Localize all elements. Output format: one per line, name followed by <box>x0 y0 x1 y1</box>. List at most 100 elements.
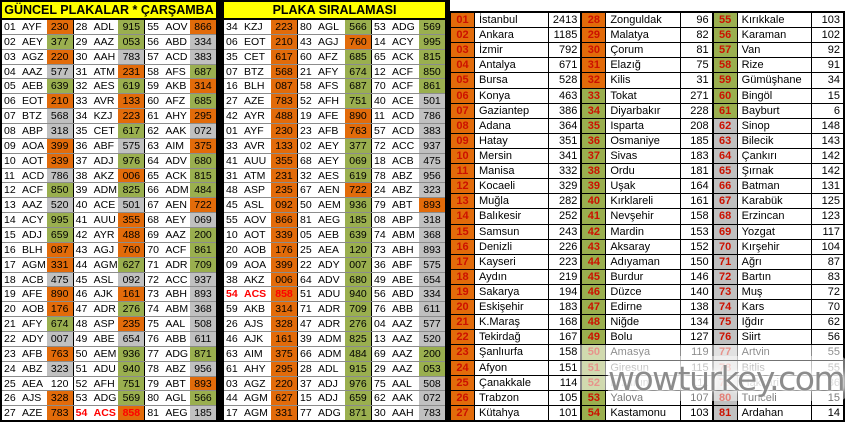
plate-number: 276 <box>118 302 145 317</box>
city-name: İstanbul <box>475 13 550 28</box>
plate-city-code: 56 <box>147 35 160 48</box>
plate-letters: AKZ <box>93 169 115 182</box>
plate-city-code: 38 <box>75 169 88 182</box>
city-count: 146 <box>690 270 709 283</box>
plate-number: 508 <box>419 376 445 391</box>
plate-entry: 47 ADR 276 <box>297 317 371 332</box>
city-rank-badge: 58 <box>713 58 738 73</box>
plate-number: 210 <box>46 94 73 109</box>
plate-letters: ADY <box>318 258 340 271</box>
city-name: Amasya <box>606 345 681 360</box>
plate-entry: 43 AGJ 760 <box>297 34 371 49</box>
city-count: 82 <box>696 29 709 42</box>
city-rank-badge: 49 <box>582 330 607 345</box>
plate-entry: 19 AFE 890 <box>297 109 371 124</box>
plate-letters: KZJ <box>93 110 113 123</box>
city-name: Muğla <box>475 194 550 209</box>
plate-city-code: 58 <box>147 65 160 78</box>
city-count: 153 <box>690 225 709 238</box>
plate-letters: AIM <box>244 347 263 360</box>
plate-number: 368 <box>419 228 445 242</box>
plate-entry: 25 AEA 120 <box>297 242 371 257</box>
plate-city-code: 03 <box>4 50 16 63</box>
plate-letters: AFY <box>318 65 339 78</box>
city-name: Ankara <box>475 28 550 43</box>
plate-entry: 06 EOT 210 <box>224 34 297 49</box>
city-count: 102 <box>821 29 840 42</box>
plate-entry: 81 AEG 185 <box>297 213 371 228</box>
plate-city-code: 68 <box>300 154 312 167</box>
city-entry: 38 Ordu 181 <box>580 164 711 179</box>
plate-entry: 23 AFB 763 <box>297 124 371 138</box>
plate-letters: AFE <box>318 110 339 123</box>
city-name: Aydın <box>475 269 550 284</box>
plate-row: 14 ACY 995 41 AUU 355 68 AEY 069 <box>2 212 217 228</box>
plate-letters: AZE <box>22 407 43 420</box>
plate-city-code: 81 <box>300 214 312 227</box>
plate-entry: 03 AGZ 220 <box>224 376 297 391</box>
plate-number: 185 <box>190 406 217 421</box>
plate-letters: AFS <box>165 65 186 78</box>
plate-letters: AFE <box>22 288 43 301</box>
plate-letters: ABH <box>165 288 187 301</box>
plate-letters: ADG <box>93 392 117 405</box>
city-row: 03 İzmir 792 30 Çorum 81 57 Van 92 <box>451 42 843 58</box>
plate-entry: 01 AYF 230 <box>2 20 73 34</box>
plate-letters: ABP <box>22 124 44 137</box>
city-name: Giresun <box>606 360 681 375</box>
plate-letters: ACS <box>93 407 116 420</box>
city-name: Kocaeli <box>475 179 550 194</box>
plate-entry: 74 ABM 368 <box>144 302 217 317</box>
plate-entry: 31 ATM 231 <box>72 64 145 79</box>
city-name: Yalova <box>606 390 681 405</box>
plate-city-code: 76 <box>147 332 160 345</box>
city-row: 14 Balıkesir 252 41 Nevşehir 158 68 Erzincan 123 <box>451 208 843 224</box>
plate-letters: AFS <box>318 80 339 93</box>
plate-number: 825 <box>118 183 145 198</box>
plate-letters: ADJ <box>318 377 338 390</box>
plate-entry: 08 ABP 318 <box>371 213 445 228</box>
plate-number: 566 <box>345 20 371 34</box>
plate-letters: EOT <box>244 35 266 48</box>
plate-city-code: 59 <box>226 303 238 316</box>
city-count: 194 <box>558 286 578 299</box>
plate-row: 21 AFY 674 48 ASP 235 75 AAL 508 <box>2 316 217 332</box>
city-name: K.Maraş <box>475 315 550 330</box>
plate-entry: 54 ACS 858 <box>224 287 297 302</box>
city-count: 55 <box>827 346 840 359</box>
plate-number: 937 <box>190 272 217 287</box>
plate-city-code: 42 <box>226 110 238 123</box>
city-name: Artvin <box>738 345 812 360</box>
plate-letters: AAL <box>165 318 186 331</box>
plate-entry: 17 AGM 331 <box>224 406 297 421</box>
plate-row: 59 AKB 314 71 ADR 709 76 ABB 611 <box>224 301 445 317</box>
plate-letters: ACD <box>392 124 415 137</box>
plate-number: 815 <box>419 49 445 64</box>
plate-entry: 80 AGL 566 <box>297 20 371 34</box>
plate-city-code: 50 <box>300 199 312 212</box>
plate-number: 210 <box>271 34 297 49</box>
city-name: Düzce <box>606 284 681 300</box>
city-row: 17 Kayseri 223 44 Adıyaman 150 71 Ağrı 87 <box>451 253 843 269</box>
city-count: 14 <box>827 406 840 419</box>
plate-entry: 19 AFE 890 <box>2 287 73 302</box>
plate-city-code: 60 <box>300 50 312 63</box>
city-row: 07 Gaziantep 386 34 Diyarbakır 228 61 Bayburt 6 <box>451 102 843 118</box>
city-count: 148 <box>821 119 840 132</box>
plate-letters: AAL <box>392 377 412 390</box>
plate-letters: ACD <box>22 169 45 182</box>
city-entry: 12 Kocaeli 329 <box>451 179 580 194</box>
plate-number: 577 <box>46 64 73 79</box>
plate-number: 685 <box>190 94 217 109</box>
city-rank-badge: 45 <box>582 269 607 284</box>
city-name: Çorum <box>606 43 681 58</box>
plate-letters: AEN <box>318 184 340 197</box>
city-name: Sinop <box>738 118 812 133</box>
city-count: 127 <box>690 331 709 344</box>
plate-number: 763 <box>345 124 371 138</box>
plate-number: 368 <box>190 302 217 317</box>
plate-city-code: 11 <box>374 110 385 123</box>
plate-entry: 63 AIM 375 <box>224 346 297 361</box>
plate-city-code: 04 <box>374 318 386 331</box>
plate-letters: AGM <box>244 407 268 420</box>
